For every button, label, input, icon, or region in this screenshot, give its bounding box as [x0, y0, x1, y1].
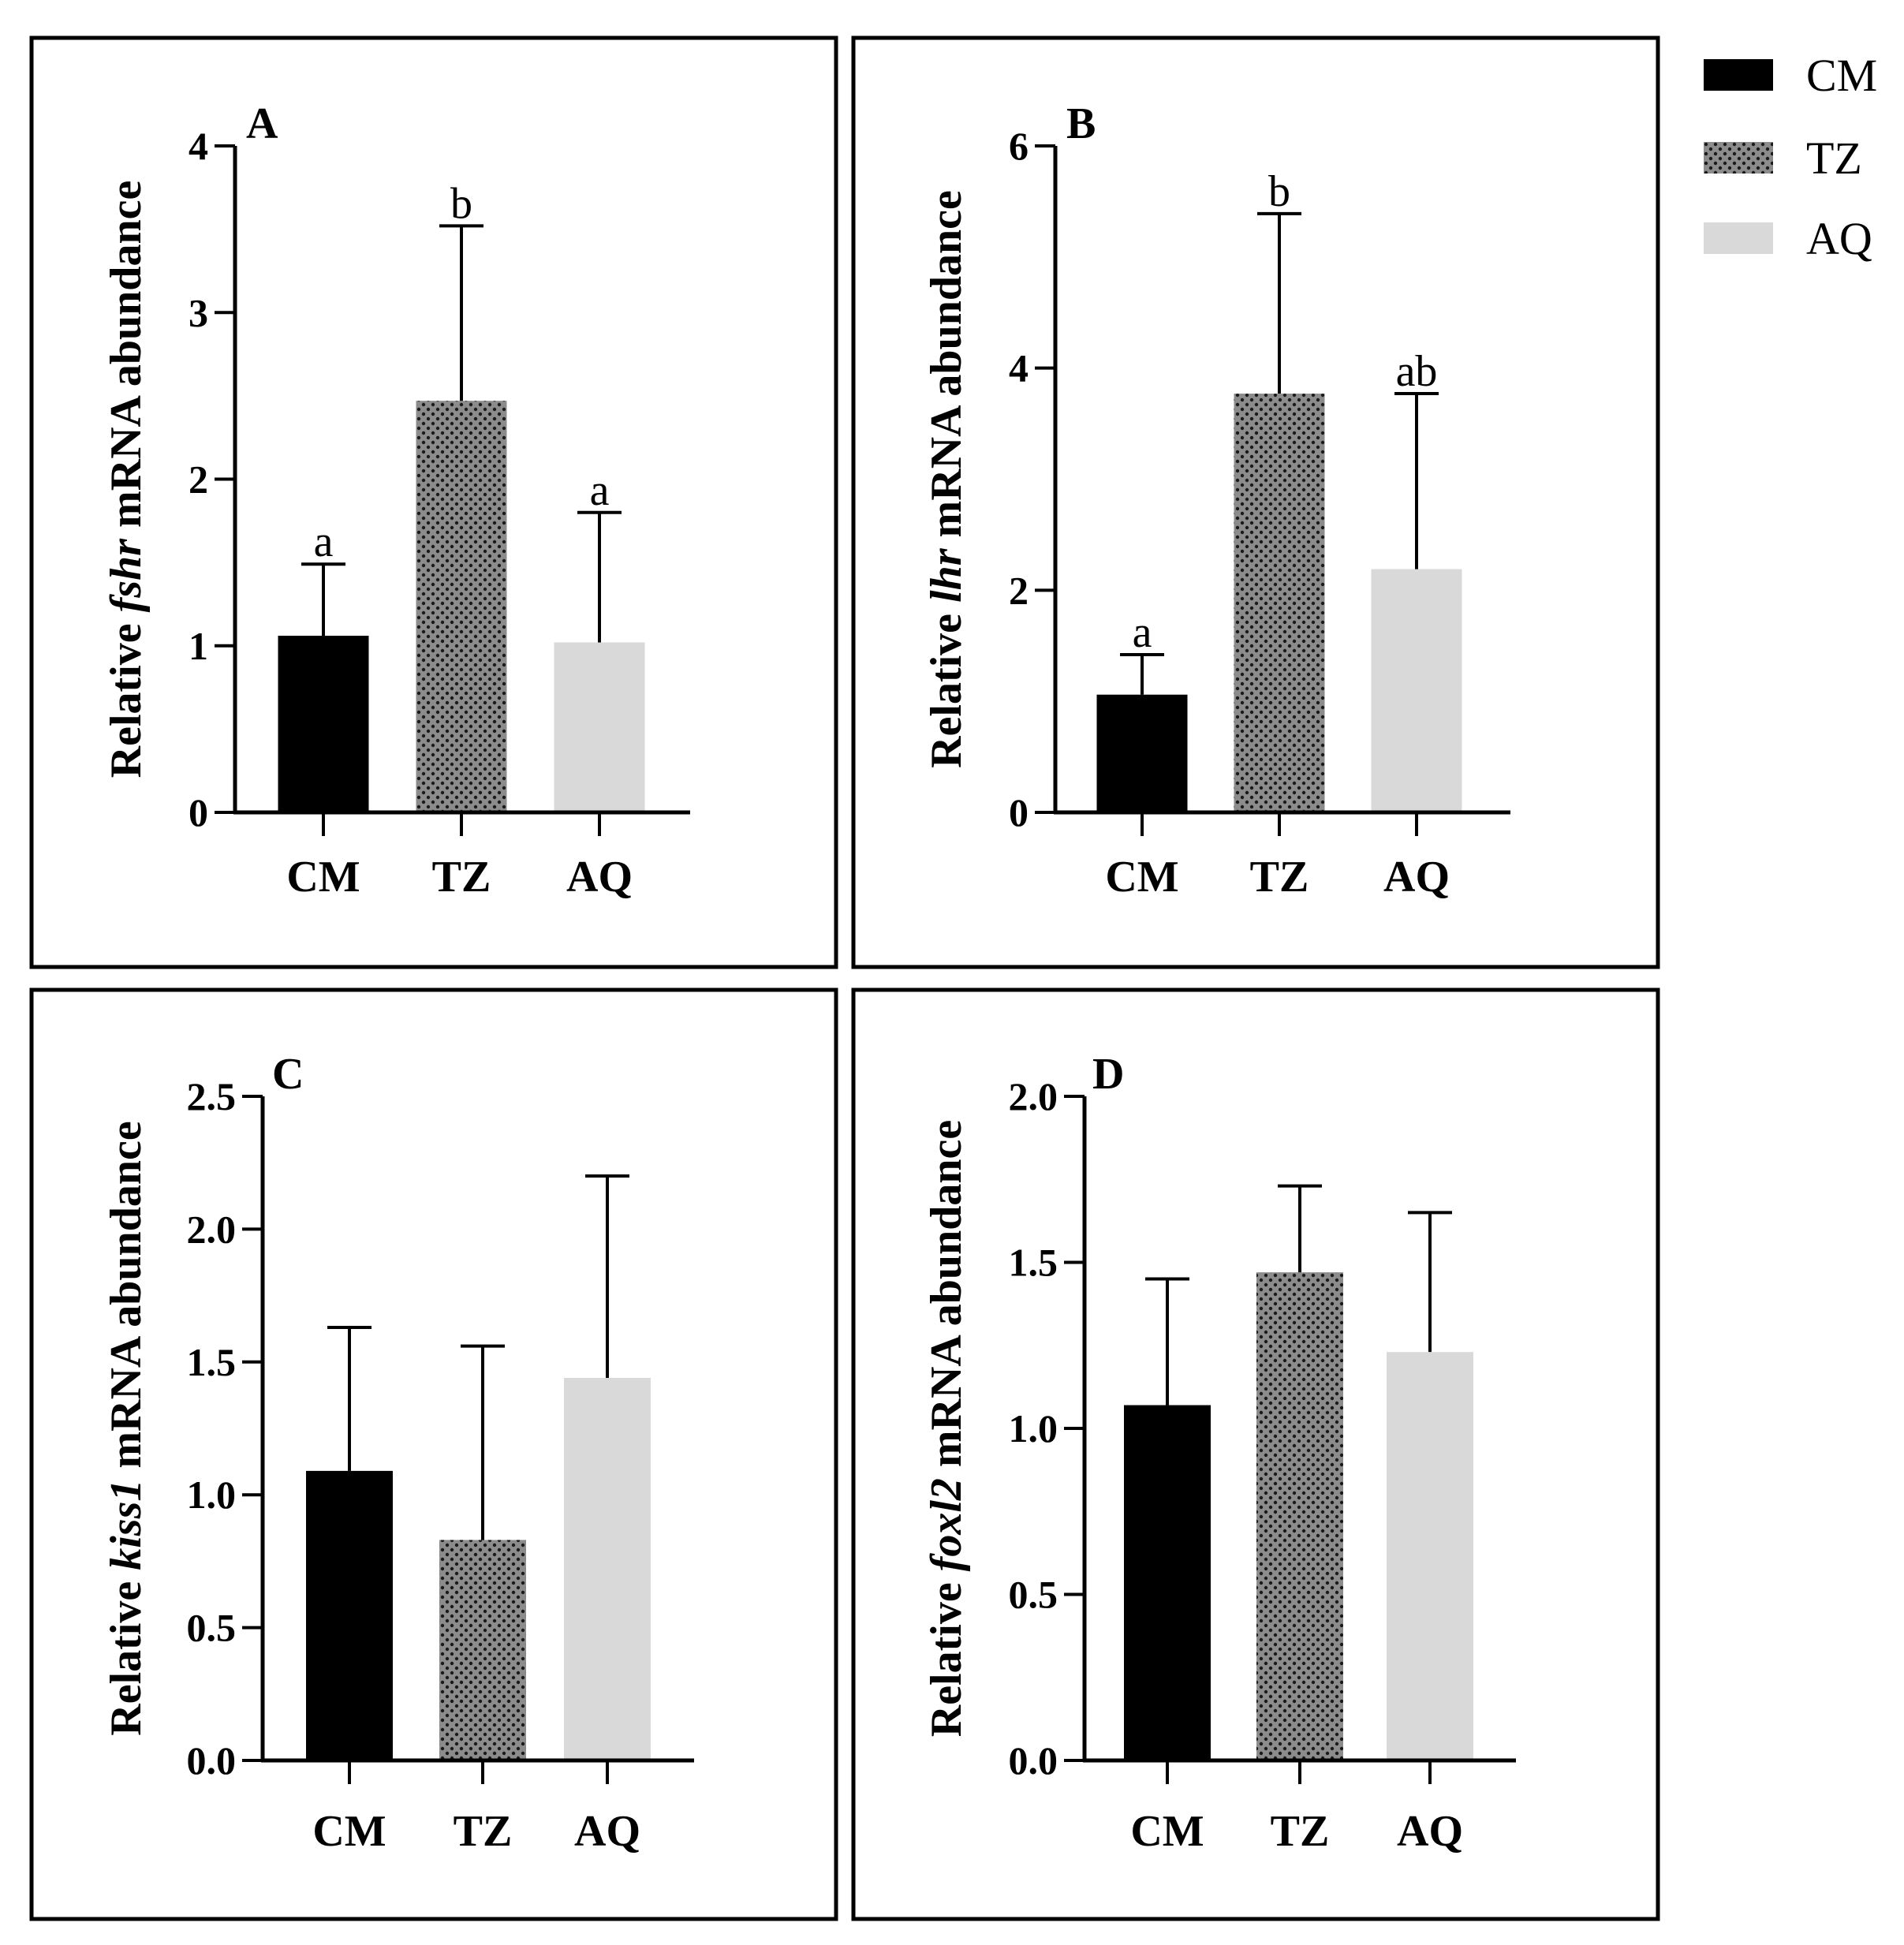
x-tick-label: AQ	[566, 853, 633, 902]
legend-label-cm: CM	[1806, 50, 1877, 101]
y-axis-label: Relative foxl2 mRNA abundance	[922, 1120, 971, 1737]
legend-swatch-cm	[1704, 59, 1773, 91]
y-tick-label: 2	[189, 457, 208, 502]
y-tick-label: 0	[189, 790, 208, 834]
y-tick-label: 6	[1009, 124, 1029, 168]
panel-letter: D	[1092, 1050, 1124, 1099]
panel-a: a b a 0 1 2 3 4 CM TZ AQ A Relative fshr mRNA abunda…	[29, 35, 838, 969]
significance-label: a	[314, 517, 334, 566]
legend-swatch-aq	[1704, 222, 1773, 254]
y-axis-label-suffix: mRNA abundance	[922, 1120, 971, 1478]
x-tick-label: TZ	[1271, 1807, 1330, 1856]
x-tick-label: CM	[286, 853, 360, 902]
legend: CM TZ AQ	[1704, 50, 1877, 264]
y-tick-label: 0	[1009, 790, 1029, 834]
y-axis-label: Relative kiss1 mRNA abundance	[102, 1121, 151, 1735]
x-tick-label: AQ	[1397, 1807, 1463, 1856]
bar-cm	[1124, 1405, 1211, 1760]
y-axis-label-gene: kiss1	[102, 1480, 151, 1570]
y-tick-label: 1.0	[187, 1473, 237, 1517]
bar-cm	[306, 1470, 393, 1760]
y-tick-label: 3	[189, 290, 208, 334]
y-tick-label: 2.0	[187, 1207, 237, 1251]
legend-label-tz: TZ	[1806, 133, 1862, 184]
panel-d: 0.0 0.5 1.0 1.5 2.0 CM TZ AQ D Relative foxl2 mRN…	[851, 987, 1660, 1921]
y-tick-label: 0.0	[1009, 1738, 1058, 1783]
y-tick-label: 2.0	[1009, 1074, 1058, 1118]
bar-aq	[564, 1378, 651, 1760]
y-tick-label: 0.5	[187, 1606, 237, 1650]
significance-label: a	[1133, 608, 1152, 657]
significance-label: b	[1268, 167, 1290, 216]
y-axis-label-prefix: Relative	[102, 1570, 151, 1736]
significance-label: a	[590, 466, 610, 515]
panel-letter: B	[1066, 99, 1096, 148]
bar-tz	[1234, 394, 1325, 812]
y-axis-label-gene: foxl2	[922, 1478, 971, 1571]
panel-frame	[851, 35, 1660, 969]
x-tick-label: TZ	[1250, 853, 1309, 902]
panel-frame	[29, 35, 838, 969]
bar-aq	[1371, 569, 1462, 812]
legend-label-aq: AQ	[1806, 213, 1872, 264]
bar-aq	[554, 642, 645, 812]
y-tick-label: 1.5	[1009, 1241, 1058, 1285]
panel-letter: A	[246, 99, 278, 148]
bar-tz	[416, 401, 507, 812]
y-tick-label: 0.0	[187, 1738, 237, 1783]
y-tick-label: 1	[189, 624, 208, 668]
y-axis-label: Relative lhr mRNA abundance	[922, 190, 971, 768]
y-axis-label-gene: lhr	[922, 547, 971, 603]
y-axis-label-suffix: mRNA abundance	[102, 1121, 151, 1479]
bar-cm	[1096, 694, 1188, 812]
y-tick-label: 4	[1009, 346, 1029, 390]
y-axis-label-suffix: mRNA abundance	[102, 181, 151, 539]
panel-frame	[29, 987, 838, 1921]
y-tick-label: 1.0	[1009, 1406, 1058, 1450]
panel-frame	[851, 987, 1660, 1921]
y-tick-label: 0.5	[1009, 1573, 1058, 1617]
x-tick-label: CM	[312, 1807, 386, 1856]
y-tick-label: 2	[1009, 568, 1029, 612]
x-tick-label: TZ	[454, 1807, 513, 1856]
bar-tz	[1256, 1272, 1343, 1760]
y-tick-label: 4	[189, 124, 208, 168]
y-tick-label: 2.5	[187, 1074, 237, 1118]
y-axis-label-suffix: mRNA abundance	[922, 190, 971, 548]
panel-letter: C	[272, 1050, 304, 1099]
y-axis-label-gene: fshr	[102, 538, 151, 613]
y-axis-label-prefix: Relative	[922, 1571, 971, 1737]
x-tick-label: AQ	[1383, 853, 1450, 902]
y-axis-label-prefix: Relative	[922, 603, 971, 768]
x-tick-label: TZ	[432, 853, 491, 902]
significance-label: ab	[1396, 347, 1438, 396]
legend-swatch-tz	[1704, 142, 1773, 174]
x-tick-label: AQ	[574, 1807, 640, 1856]
x-tick-label: CM	[1105, 853, 1178, 902]
panel-c: 0.0 0.5 1.0 1.5 2.0 2.5 CM TZ AQ C Relative kiss1 …	[29, 987, 838, 1921]
bar-tz	[439, 1540, 526, 1760]
y-axis-label: Relative fshr mRNA abundance	[102, 181, 151, 778]
y-tick-label: 1.5	[187, 1340, 237, 1384]
x-tick-label: CM	[1130, 1807, 1204, 1856]
significance-label: b	[450, 179, 472, 228]
bar-aq	[1387, 1352, 1473, 1760]
bar-cm	[278, 636, 369, 812]
y-axis-label-prefix: Relative	[102, 612, 151, 778]
